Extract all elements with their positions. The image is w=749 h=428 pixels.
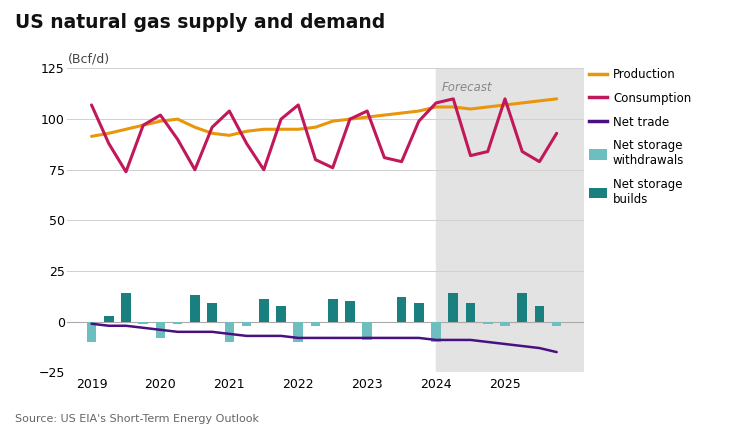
Bar: [363, 322, 372, 340]
Bar: [535, 306, 545, 322]
Bar: [518, 293, 527, 322]
Bar: [552, 322, 562, 326]
Text: Forecast: Forecast: [442, 80, 492, 94]
Text: Source: US EIA's Short-Term Energy Outlook: Source: US EIA's Short-Term Energy Outlo…: [15, 414, 259, 424]
Bar: [104, 315, 114, 322]
Bar: [121, 293, 131, 322]
Bar: [190, 295, 200, 322]
Bar: [294, 322, 303, 342]
Bar: [431, 322, 441, 342]
Text: US natural gas supply and demand: US natural gas supply and demand: [15, 13, 385, 32]
Bar: [87, 322, 97, 342]
Bar: [311, 322, 321, 326]
Bar: [242, 322, 252, 326]
Bar: [156, 322, 166, 338]
Bar: [139, 322, 148, 324]
Bar: [449, 293, 458, 322]
Bar: [276, 306, 286, 322]
Bar: [207, 303, 217, 322]
Bar: [466, 303, 476, 322]
Bar: [397, 297, 407, 322]
Bar: [225, 322, 234, 342]
Legend: Production, Consumption, Net trade, Net storage
withdrawals, Net storage
builds: Production, Consumption, Net trade, Net …: [589, 68, 691, 206]
Bar: [259, 300, 269, 322]
Bar: [414, 303, 424, 322]
Bar: [328, 300, 338, 322]
Bar: [483, 322, 493, 324]
Bar: [436, 68, 653, 372]
Bar: [500, 322, 510, 326]
Bar: [173, 322, 183, 324]
Bar: [345, 301, 355, 322]
Text: (Bcf/d): (Bcf/d): [67, 53, 109, 65]
